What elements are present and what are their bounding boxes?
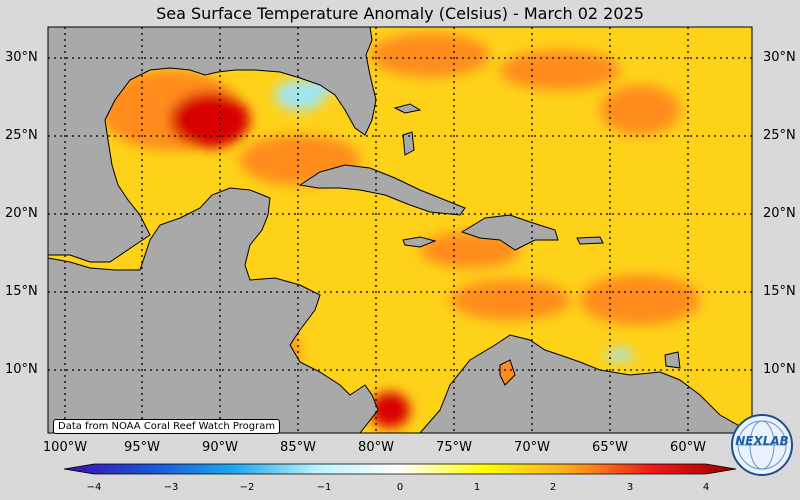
globe-icon (737, 420, 787, 470)
lat-label-left: 15°N (5, 284, 38, 299)
puerto-rico (576, 236, 604, 245)
cuba (298, 164, 466, 216)
jamaica (402, 236, 437, 248)
lake-maracaibo (499, 359, 516, 386)
colorbar-tick-label: 1 (473, 482, 481, 493)
colorbar-tick-label: −3 (163, 482, 179, 493)
bahamas (393, 103, 422, 156)
colorbar-tick-label: 3 (626, 482, 634, 493)
lon-label: 75°W (436, 440, 472, 455)
nexlab-logo: NEXLAB (731, 414, 793, 476)
central-america (48, 187, 379, 433)
colorbar (63, 463, 737, 475)
lat-label-right: 15°N (763, 284, 796, 299)
lat-label-right: 30°N (763, 50, 796, 65)
lon-label: 80°W (358, 440, 394, 455)
colorbar-tick-label: −2 (239, 482, 255, 493)
lon-label: 95°W (124, 440, 160, 455)
map-title: Sea Surface Temperature Anomaly (Celsius… (156, 4, 644, 23)
colorbar-tick-label: −4 (86, 482, 102, 493)
south-america (419, 334, 752, 433)
lon-label: 65°W (592, 440, 628, 455)
lat-label-left: 10°N (5, 362, 38, 377)
lat-label-left: 25°N (5, 128, 38, 143)
lon-label: 90°W (202, 440, 238, 455)
north-america (48, 27, 377, 263)
map-plot-area (48, 27, 752, 433)
lon-label: 100°W (42, 440, 88, 455)
data-credit-label: Data from NOAA Coral Reef Watch Program (53, 419, 281, 434)
colorbar-tick-label: −1 (316, 482, 332, 493)
hispaniola (460, 214, 559, 251)
lat-label-right: 20°N (763, 206, 796, 221)
logo-text: NEXLAB (735, 434, 789, 448)
map-gridlines (48, 27, 752, 433)
colorbar-tick-label: 0 (396, 482, 404, 493)
land-masses (48, 27, 752, 433)
map-frame (47, 26, 753, 434)
lat-label-right: 25°N (763, 128, 796, 143)
colorbar-tick-label: 2 (549, 482, 557, 493)
lon-label: 70°W (514, 440, 550, 455)
lon-label: 60°W (670, 440, 706, 455)
colorbar-tick-label: 4 (702, 482, 710, 493)
lon-label: 85°W (280, 440, 316, 455)
lat-label-left: 20°N (5, 206, 38, 221)
lat-label-right: 10°N (763, 362, 796, 377)
lat-label-left: 30°N (5, 50, 38, 65)
trinidad (664, 351, 681, 369)
